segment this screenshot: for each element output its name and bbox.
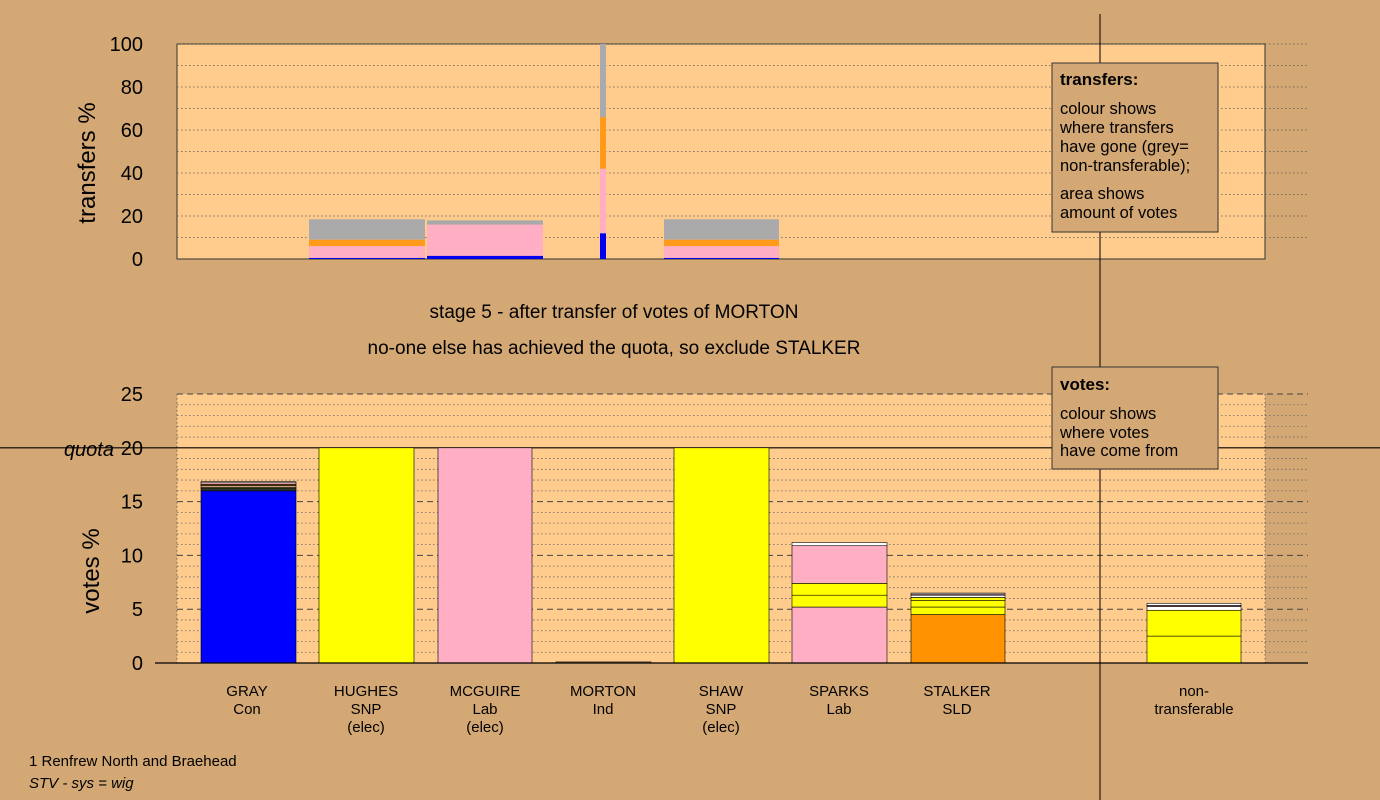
transfers-y-axis-title: transfers % [74, 102, 101, 223]
votes-bar-segment [910, 594, 1006, 598]
transfers-bar-segment [309, 246, 425, 258]
votes-bar-segment [791, 545, 888, 584]
candidate-labels: GRAYConHUGHESSNP(elec)MCGUIRELab(elec)MO… [226, 683, 1233, 736]
votes-legend-line: colour shows [1060, 405, 1156, 423]
candidate-label: GRAY [226, 683, 267, 700]
candidate-label: (elec) [466, 719, 504, 736]
votes-bar-segment [1146, 635, 1242, 664]
votes-bar-segment [910, 600, 1006, 608]
candidate-label: (elec) [347, 719, 385, 736]
transfers-bar-segment [664, 246, 779, 258]
transfers-bar-segment [427, 255, 543, 259]
votes-tick-label: 10 [121, 545, 143, 567]
votes-tick-label: 25 [121, 384, 143, 406]
votes-y-ticks: 0 5 10 15 20 25 [121, 384, 143, 675]
votes-bar-segment [1146, 602, 1242, 606]
candidate-label: Ind [593, 701, 614, 718]
transfers-bar-segment [309, 219, 425, 240]
candidate-label: MCGUIRE [450, 683, 521, 700]
transfers-legend-line: where transfers [1059, 119, 1174, 137]
ward-name: 1 Renfrew North and Braehead [29, 753, 237, 770]
votes-bar-segment [910, 606, 1006, 615]
votes-bar-segment [791, 594, 888, 608]
transfers-tick-label: 0 [132, 249, 143, 271]
candidate-label: STALKER [923, 683, 990, 700]
votes-bar-segment [200, 481, 297, 484]
transfers-gridlines [177, 43, 1308, 238]
transfers-tick-label: 20 [121, 206, 143, 228]
votes-bar-segment [673, 447, 770, 664]
votes-bars [155, 447, 1308, 664]
votes-bar-segment [200, 485, 297, 488]
transfers-legend-title: transfers: [1060, 70, 1138, 89]
votes-tick-label: 15 [121, 492, 143, 514]
transfers-legend-line: non-transferable); [1060, 157, 1190, 175]
candidate-label: SHAW [699, 683, 744, 700]
votes-legend: votes: colour shows where votes have com… [1051, 366, 1219, 470]
candidate-label: transferable [1154, 701, 1233, 718]
votes-tick-label: 0 [132, 653, 143, 675]
transfers-legend-line: amount of votes [1060, 204, 1177, 222]
voting-system: STV - sys = wig [29, 775, 134, 792]
transfers-legend-line: colour shows [1060, 100, 1156, 118]
votes-bar-segment [437, 447, 533, 664]
transfers-bar-segment [600, 168, 606, 234]
votes-y-axis-title: votes % [78, 528, 105, 613]
transfers-bar-segment [664, 257, 779, 259]
votes-bar-segment [791, 583, 888, 596]
candidate-label: HUGHES [334, 683, 398, 700]
votes-bar-segment [318, 447, 415, 664]
transfers-bar-segment [664, 219, 779, 240]
transfers-bar-segment [600, 233, 606, 259]
transfers-tick-label: 60 [121, 120, 143, 142]
votes-bar-segment [791, 542, 888, 547]
transfers-bar-segment [309, 257, 425, 259]
quota-label: quota [64, 439, 114, 461]
candidate-label: non- [1179, 683, 1209, 700]
candidate-label: SLD [942, 701, 971, 718]
candidate-label: (elec) [702, 719, 740, 736]
transfers-bar-segment [427, 220, 543, 225]
votes-bar-segment [1146, 609, 1242, 637]
votes-tick-label: 5 [132, 599, 143, 621]
candidate-label: MORTON [570, 683, 636, 700]
votes-bar-segment [910, 614, 1006, 664]
transfers-legend-line: have gone (grey= [1060, 138, 1189, 156]
votes-legend-line: have come from [1060, 442, 1178, 460]
votes-tick-label: 20 [121, 438, 143, 460]
transfers-bars [309, 44, 779, 259]
candidate-label: SNP [706, 701, 737, 718]
transfers-y-ticks: 0 20 40 60 80 100 [110, 34, 143, 271]
transfers-tick-label: 100 [110, 34, 143, 56]
transfers-bar-segment [427, 224, 543, 256]
transfers-bar-segment [600, 44, 606, 118]
transfers-bar-segment [664, 239, 779, 247]
candidate-label: Con [233, 701, 261, 718]
transfers-legend: transfers: colour shows where transfers … [1051, 62, 1219, 233]
votes-bar-segment [200, 488, 297, 492]
transfers-tick-label: 80 [121, 77, 143, 99]
candidate-label: Lab [826, 701, 851, 718]
stage-action: no-one else has achieved the quota, so e… [368, 338, 861, 359]
votes-bar-segment [910, 597, 1006, 601]
votes-bar-segment [791, 606, 888, 664]
votes-bar-segment [200, 490, 297, 664]
transfers-bar-segment [309, 239, 425, 247]
transfers-tick-label: 40 [121, 163, 143, 185]
votes-bar-segment [1146, 606, 1242, 611]
candidate-label: SNP [351, 701, 382, 718]
votes-bar-segment [910, 592, 1006, 595]
candidate-label: Lab [472, 701, 497, 718]
transfers-legend-line: area shows [1060, 185, 1144, 203]
transfers-legend-box [1051, 62, 1219, 233]
votes-legend-box [1051, 366, 1219, 470]
stage-title: stage 5 - after transfer of votes of MOR… [430, 302, 799, 323]
candidate-label: SPARKS [809, 683, 869, 700]
transfers-bar-segment [600, 117, 606, 169]
votes-legend-title: votes: [1060, 375, 1110, 394]
votes-legend-line: where votes [1059, 424, 1149, 442]
